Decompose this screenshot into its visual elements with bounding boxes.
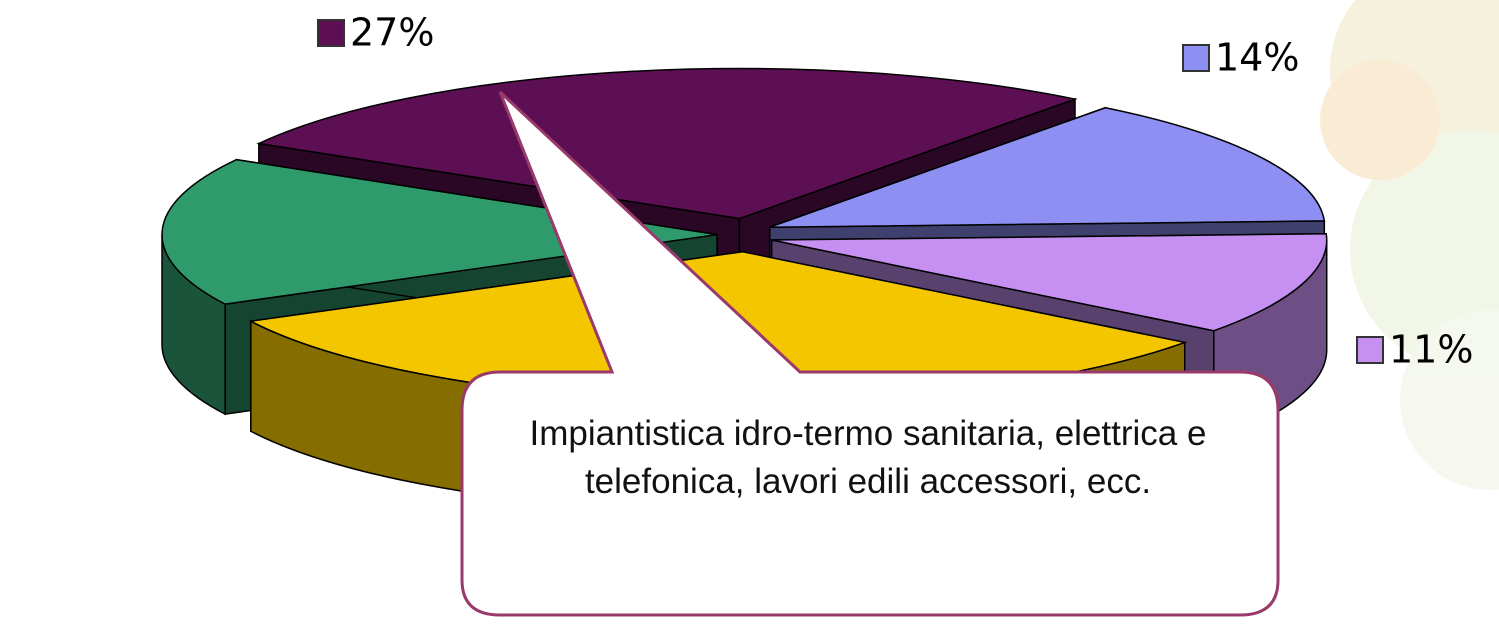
label-marker [1356,336,1384,364]
slice-top [771,232,1328,332]
data-label: 27% [350,11,434,55]
pie [161,67,1328,513]
callout [460,90,1280,617]
data-label: 11% [1389,328,1473,372]
background-decoration [1320,0,1499,490]
data-label: 14% [1215,36,1299,80]
callout-text: Impiantistica idro-termo sanitaria, elet… [529,414,1207,501]
slice-top [769,106,1326,228]
slice-top [161,158,718,305]
slice-top [256,67,1078,220]
label-marker [317,19,345,47]
label-marker [1182,44,1210,72]
